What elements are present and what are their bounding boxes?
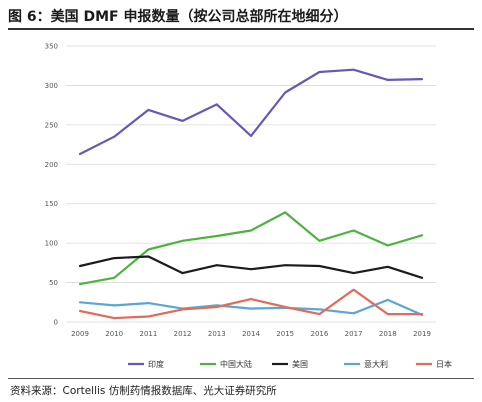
y-tick-label: 250 — [45, 121, 58, 129]
x-tick-label: 2019 — [413, 330, 431, 338]
legend-label: 美国 — [292, 359, 308, 369]
x-tick-label: 2016 — [310, 330, 328, 338]
x-tick-label: 2013 — [208, 330, 226, 338]
figure-title: 图 6：美国 DMF 申报数量（按公司总部所在地细分） — [8, 9, 348, 25]
y-tick-label: 100 — [45, 240, 58, 248]
x-tick-label: 2017 — [345, 330, 363, 338]
x-tick-label: 2018 — [379, 330, 397, 338]
x-tick-label: 2011 — [139, 330, 157, 338]
y-tick-label: 50 — [49, 279, 58, 287]
title-rule — [8, 28, 474, 30]
y-tick-label: 200 — [45, 161, 58, 169]
source-note: 资料来源：Cortellis 仿制药情报数据库、光大证券研究所 — [10, 385, 277, 397]
series-line-5 — [78, 288, 424, 320]
x-tick-label: 2015 — [276, 330, 294, 338]
series-line-1 — [78, 68, 424, 156]
y-tick-label: 0 — [54, 319, 58, 327]
legend-label: 日本 — [436, 359, 452, 369]
y-tick-label: 300 — [45, 82, 58, 90]
y-tick-label: 350 — [45, 43, 58, 51]
legend-label: 中国大陆 — [220, 359, 252, 369]
x-tick-label: 2010 — [105, 330, 123, 338]
legend-label: 意大利 — [364, 359, 388, 369]
x-tick-label: 2009 — [71, 330, 89, 338]
source-rule — [8, 378, 474, 379]
series-line-3 — [78, 255, 424, 279]
series-line-4 — [78, 298, 424, 316]
x-tick-label: 2012 — [174, 330, 192, 338]
series-line-2 — [78, 211, 424, 286]
x-tick-label: 2014 — [242, 330, 260, 338]
chart: 0 50 100 150 200 250 300 350 2009 2010 2011 2012 201… — [0, 32, 482, 372]
y-tick-label: 150 — [45, 200, 58, 208]
legend-label: 印度 — [148, 359, 164, 369]
line-chart-svg: 0 50 100 150 200 250 300 350 2009 2010 2011 2012 201… — [45, 43, 452, 370]
